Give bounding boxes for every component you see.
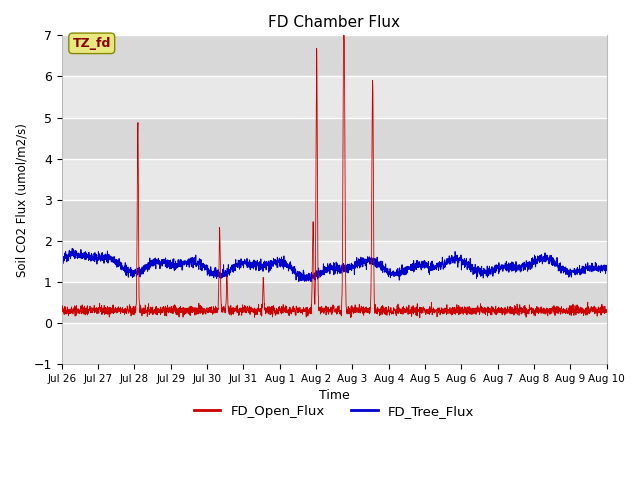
FD_Tree_Flux xyxy=(267,259,275,265)
FD_Open_Flux xyxy=(603,307,611,313)
FD_Tree_Flux xyxy=(603,264,611,270)
Bar xyxy=(61,282,607,323)
Bar xyxy=(61,118,607,158)
FD_Open_Flux xyxy=(534,306,541,312)
Text: TZ_fd: TZ_fd xyxy=(72,37,111,50)
FD_Open_Flux xyxy=(416,315,424,321)
FD_Open_Flux xyxy=(593,308,600,313)
FD_Tree_Flux xyxy=(534,253,541,259)
FD_Open_Flux xyxy=(340,33,348,38)
Bar xyxy=(61,200,607,241)
FD_Open_Flux xyxy=(58,305,65,311)
Title: FD Chamber Flux: FD Chamber Flux xyxy=(268,15,400,30)
FD_Open_Flux xyxy=(120,307,127,312)
FD_Tree_Flux xyxy=(58,261,65,266)
FD_Open_Flux xyxy=(291,305,298,311)
FD_Open_Flux xyxy=(267,311,275,317)
Line: FD_Tree_Flux: FD_Tree_Flux xyxy=(61,249,607,282)
FD_Tree_Flux xyxy=(295,279,303,285)
Y-axis label: Soil CO2 Flux (umol/m2/s): Soil CO2 Flux (umol/m2/s) xyxy=(15,123,28,276)
FD_Tree_Flux xyxy=(120,266,128,272)
X-axis label: Time: Time xyxy=(319,389,349,402)
Line: FD_Open_Flux: FD_Open_Flux xyxy=(61,36,607,318)
FD_Tree_Flux xyxy=(152,259,160,265)
Legend: FD_Open_Flux, FD_Tree_Flux: FD_Open_Flux, FD_Tree_Flux xyxy=(188,400,480,423)
FD_Tree_Flux xyxy=(593,265,600,271)
FD_Open_Flux xyxy=(152,312,160,317)
FD_Tree_Flux xyxy=(68,246,76,252)
Bar xyxy=(61,36,607,76)
FD_Tree_Flux xyxy=(291,265,298,271)
